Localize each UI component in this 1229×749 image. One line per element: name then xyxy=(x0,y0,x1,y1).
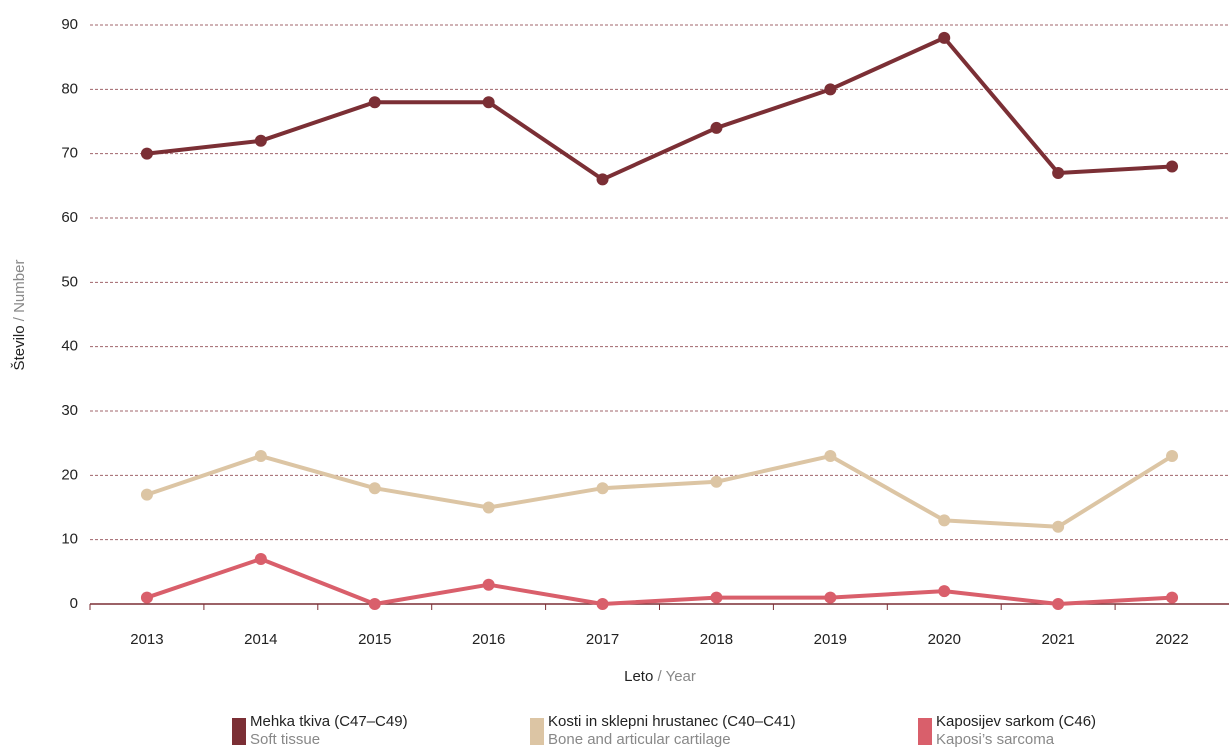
legend-label: Kaposijev sarkom (C46) xyxy=(936,713,1096,730)
legend-item: Kosti in sklepni hrustanec (C40–C41)Bone… xyxy=(530,713,796,748)
data-point xyxy=(140,147,153,160)
data-point xyxy=(824,83,837,96)
x-tick-label: 2017 xyxy=(586,631,619,648)
series-line xyxy=(146,556,1173,606)
y-label-main: Število xyxy=(11,325,28,370)
series-line xyxy=(146,454,1174,529)
data-point xyxy=(140,591,153,604)
legend-swatch xyxy=(530,718,544,745)
x-tick-label: 2018 xyxy=(700,631,733,648)
legend-swatch xyxy=(232,718,246,745)
y-axis-title: Število / Number xyxy=(11,260,28,371)
x-tick-label: 2013 xyxy=(130,631,163,648)
data-point xyxy=(254,552,267,565)
data-point xyxy=(482,578,495,591)
data-point xyxy=(140,488,153,501)
data-point xyxy=(1166,450,1179,463)
data-point xyxy=(938,585,951,598)
x-axis-title: Leto / Year xyxy=(624,668,696,685)
data-point xyxy=(368,598,381,610)
data-point xyxy=(824,450,837,463)
x-tick-label: 2021 xyxy=(1041,631,1074,648)
data-point xyxy=(938,31,951,44)
data-point xyxy=(596,173,609,186)
data-point xyxy=(596,598,609,610)
data-point xyxy=(938,514,951,527)
data-point xyxy=(596,482,609,495)
y-tick-label: 30 xyxy=(61,402,78,419)
x-tick-label: 2020 xyxy=(928,631,961,648)
y-tick-label: 60 xyxy=(61,209,78,226)
data-point xyxy=(1052,520,1065,533)
x-tick-label: 2015 xyxy=(358,631,391,648)
y-tick-label: 10 xyxy=(61,531,78,548)
data-point xyxy=(1166,160,1179,173)
series-line xyxy=(146,35,1173,182)
x-tick-label: 2016 xyxy=(472,631,505,648)
legend-label: Mehka tkiva (C47–C49) xyxy=(250,713,408,730)
x-label-sub: / Year xyxy=(658,668,696,685)
data-point xyxy=(1166,591,1179,604)
y-tick-label: 80 xyxy=(61,80,78,97)
y-tick-label: 0 xyxy=(70,595,78,612)
data-point xyxy=(368,96,381,109)
y-tick-label: 40 xyxy=(61,338,78,355)
data-point xyxy=(368,482,381,495)
data-point xyxy=(710,121,723,134)
data-point xyxy=(482,501,495,514)
y-axis-label: Število / Number xyxy=(11,260,28,371)
x-tick-label: 2014 xyxy=(244,631,277,648)
legend-label-en: Soft tissue xyxy=(250,731,320,748)
x-tick-label: 2022 xyxy=(1155,631,1188,648)
y-tick-label: 20 xyxy=(61,466,78,483)
y-tick-label: 90 xyxy=(61,16,78,33)
data-point xyxy=(1052,166,1065,179)
y-tick-label: 50 xyxy=(61,273,78,290)
data-point xyxy=(710,591,723,604)
y-label-sub: / Number xyxy=(11,260,28,322)
data-point xyxy=(254,450,267,463)
legend-label-en: Bone and articular cartilage xyxy=(548,731,731,748)
data-point xyxy=(710,475,723,488)
legend-item: Mehka tkiva (C47–C49)Soft tissue xyxy=(232,713,408,748)
data-point xyxy=(824,591,837,604)
y-tick-label: 70 xyxy=(61,145,78,162)
legend-label: Kosti in sklepni hrustanec (C40–C41) xyxy=(548,713,796,730)
x-tick-label: 2019 xyxy=(814,631,847,648)
legend-label-en: Kaposi’s sarcoma xyxy=(936,731,1055,748)
data-point xyxy=(254,134,267,147)
data-point xyxy=(482,96,495,109)
legend-item: Kaposijev sarkom (C46)Kaposi’s sarcoma xyxy=(918,713,1096,748)
legend-swatch xyxy=(918,718,932,745)
data-point xyxy=(1052,598,1065,610)
x-label-main: Leto xyxy=(624,668,653,685)
